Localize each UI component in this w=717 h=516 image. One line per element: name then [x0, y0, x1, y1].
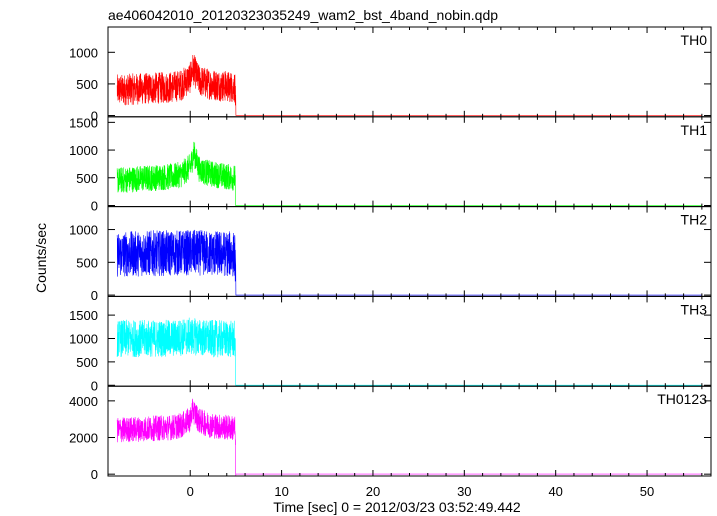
y-tick-label: 0 — [91, 109, 98, 124]
series-line-th0 — [116, 54, 702, 116]
panel-th0123: 0 2000 4000 TH0123 — [69, 385, 712, 482]
chart-title: ae406042010_20120323035249_wam2_bst_4ban… — [108, 7, 498, 23]
panel-th2: 0 500 1000 TH2 — [69, 206, 712, 303]
panel-frame — [107, 385, 712, 477]
x-tick-label: 20 — [366, 484, 380, 499]
series-line-th3 — [116, 317, 702, 387]
panel-th1: 0 500 1000 1500 TH1 — [69, 115, 712, 213]
panel-label: TH0123 — [657, 391, 707, 407]
x-tick-label: 10 — [274, 484, 288, 499]
x-tick-label: 40 — [548, 484, 562, 499]
y-tick-label: 1500 — [69, 115, 98, 130]
panel-th3: 0 500 1000 1500 TH3 — [69, 295, 712, 393]
y-tick-label: 1000 — [69, 45, 98, 60]
y-tick-label: 500 — [76, 171, 98, 186]
y-tick-label: 1000 — [69, 331, 98, 346]
y-tick-label: 0 — [91, 288, 98, 303]
x-tick-label: 30 — [457, 484, 471, 499]
y-tick-label: 500 — [76, 255, 98, 270]
panel-label: TH3 — [681, 301, 708, 317]
panel-th0: 0 500 1000 TH0 — [69, 26, 712, 124]
x-tick-label: 0 — [187, 484, 194, 499]
panel-label: TH0 — [681, 32, 708, 48]
x-axis-label: Time [sec] 0 = 2012/03/23 03:52:49.442 — [273, 499, 521, 515]
x-tick-label: 50 — [640, 484, 654, 499]
series-line-th0123 — [116, 398, 702, 476]
y-tick-label: 500 — [76, 355, 98, 370]
panel-label: TH2 — [681, 212, 708, 228]
series-line-th2 — [116, 229, 702, 296]
y-tick-label: 500 — [76, 77, 98, 92]
series-line-th1 — [116, 141, 702, 207]
y-tick-label: 0 — [91, 378, 98, 393]
y-tick-label: 2000 — [69, 431, 98, 446]
y-tick-label: 0 — [91, 467, 98, 482]
y-tick-label: 1000 — [69, 143, 98, 158]
y-tick-label: 1500 — [69, 308, 98, 323]
y-axis-label: Counts/sec — [33, 223, 49, 293]
y-tick-label: 1000 — [69, 223, 98, 238]
y-tick-label: 0 — [91, 198, 98, 213]
panel-label: TH1 — [681, 122, 708, 138]
y-tick-label: 4000 — [69, 394, 98, 409]
